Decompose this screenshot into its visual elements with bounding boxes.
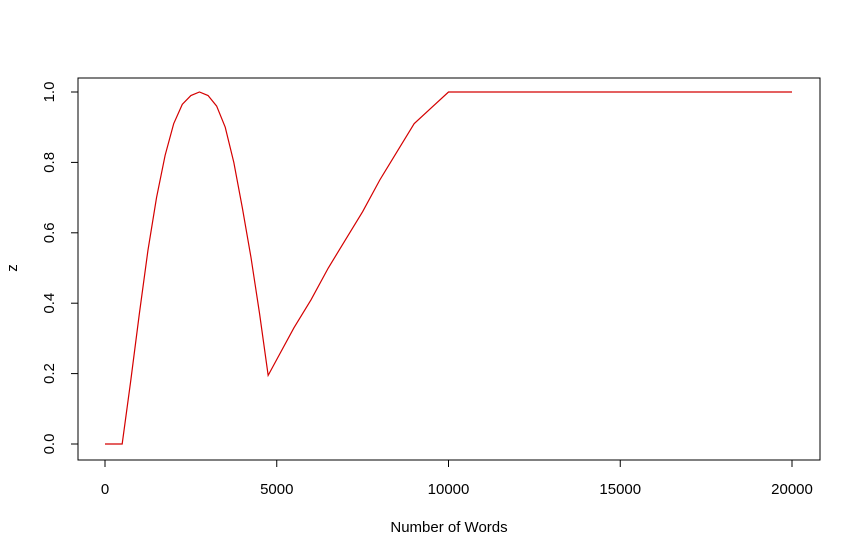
y-tick-label: 0.8 <box>41 152 58 173</box>
y-tick-label: 0.4 <box>41 293 58 314</box>
y-tick-label: 0.0 <box>41 434 58 455</box>
plot-frame <box>77 77 821 461</box>
y-tick-label: 1.0 <box>41 82 58 103</box>
y-axis-label: z <box>4 264 21 272</box>
x-tick-label: 20000 <box>771 481 813 498</box>
y-axis: 0.0 0.2 0.4 0.6 0.8 1.0 <box>41 82 79 455</box>
x-axis: 0 5000 10000 15000 20000 <box>101 459 813 498</box>
series-line <box>105 91 792 445</box>
x-axis-label: Number of Words <box>390 519 507 536</box>
x-tick-label: 15000 <box>599 481 641 498</box>
y-tick-label: 0.6 <box>41 222 58 243</box>
x-tick-label: 10000 <box>428 481 470 498</box>
x-tick-label: 5000 <box>260 481 293 498</box>
y-tick-label: 0.2 <box>41 363 58 384</box>
x-tick-label: 0 <box>101 481 109 498</box>
